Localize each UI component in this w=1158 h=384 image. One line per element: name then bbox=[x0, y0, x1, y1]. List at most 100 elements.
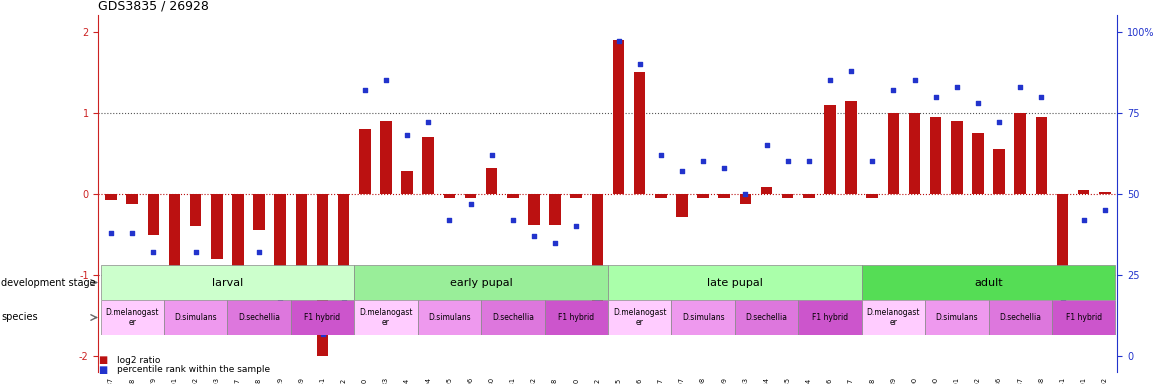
Point bbox=[292, 265, 310, 271]
Bar bbox=[718, 194, 730, 198]
Bar bbox=[1051, 300, 1115, 335]
Bar bbox=[190, 194, 201, 227]
Bar bbox=[925, 300, 989, 335]
Text: D.melanogast
er: D.melanogast er bbox=[359, 308, 412, 327]
Point bbox=[525, 233, 543, 239]
Text: D.melanogast
er: D.melanogast er bbox=[105, 308, 159, 327]
Text: development stage: development stage bbox=[1, 278, 96, 288]
Text: F1 hybrid: F1 hybrid bbox=[558, 313, 594, 322]
Text: ■: ■ bbox=[98, 356, 108, 366]
Point bbox=[567, 223, 586, 230]
Point bbox=[736, 191, 755, 197]
Text: F1 hybrid: F1 hybrid bbox=[1065, 313, 1101, 322]
Bar bbox=[1057, 194, 1069, 295]
Point bbox=[609, 38, 628, 45]
Bar bbox=[802, 194, 814, 198]
Point bbox=[714, 165, 733, 171]
Bar bbox=[528, 194, 540, 225]
Text: early pupal: early pupal bbox=[449, 278, 513, 288]
Text: percentile rank within the sample: percentile rank within the sample bbox=[117, 366, 270, 374]
Bar bbox=[254, 194, 265, 230]
Bar bbox=[972, 133, 984, 194]
Point bbox=[694, 158, 712, 164]
Bar bbox=[672, 300, 735, 335]
Point bbox=[778, 158, 797, 164]
Bar bbox=[1078, 190, 1090, 194]
Bar bbox=[481, 300, 544, 335]
Bar bbox=[862, 265, 1115, 300]
Bar bbox=[126, 194, 138, 204]
Point bbox=[673, 168, 691, 174]
Point bbox=[461, 200, 479, 207]
Text: adult: adult bbox=[974, 278, 1003, 288]
Bar bbox=[105, 194, 117, 200]
Point bbox=[504, 217, 522, 223]
Bar bbox=[354, 265, 608, 300]
Bar bbox=[697, 194, 709, 198]
Bar bbox=[909, 113, 921, 194]
Point bbox=[926, 93, 945, 99]
Point bbox=[947, 84, 966, 90]
Bar bbox=[633, 72, 645, 194]
Point bbox=[144, 249, 162, 255]
Text: D.simulans: D.simulans bbox=[175, 313, 217, 322]
Bar bbox=[994, 149, 1005, 194]
Text: ■: ■ bbox=[98, 365, 108, 375]
Bar bbox=[232, 194, 244, 279]
Text: log2 ratio: log2 ratio bbox=[117, 356, 160, 365]
Bar bbox=[486, 168, 498, 194]
Bar bbox=[211, 194, 222, 259]
Bar bbox=[798, 300, 862, 335]
Point bbox=[990, 119, 1009, 126]
Text: F1 hybrid: F1 hybrid bbox=[305, 313, 340, 322]
Bar bbox=[1014, 113, 1026, 194]
Point bbox=[842, 68, 860, 74]
Text: D.simulans: D.simulans bbox=[936, 313, 979, 322]
Point bbox=[1011, 84, 1029, 90]
Point bbox=[1054, 295, 1072, 301]
Bar bbox=[359, 129, 371, 194]
Text: D.simulans: D.simulans bbox=[682, 313, 725, 322]
Point bbox=[250, 249, 269, 255]
Point bbox=[440, 217, 459, 223]
Bar bbox=[613, 40, 624, 194]
Bar bbox=[164, 300, 227, 335]
Bar bbox=[507, 194, 519, 198]
Bar bbox=[989, 300, 1051, 335]
Text: D.sechellia: D.sechellia bbox=[999, 313, 1041, 322]
Point bbox=[356, 87, 374, 93]
Bar bbox=[1035, 117, 1047, 194]
Text: F1 hybrid: F1 hybrid bbox=[812, 313, 848, 322]
Point bbox=[588, 295, 607, 301]
Point bbox=[1032, 93, 1050, 99]
Point bbox=[821, 77, 840, 83]
Text: D.melanogast
er: D.melanogast er bbox=[866, 308, 921, 327]
Point bbox=[483, 152, 501, 158]
Bar bbox=[402, 171, 413, 194]
Point bbox=[335, 295, 353, 301]
Bar bbox=[676, 194, 688, 217]
Point bbox=[1095, 207, 1114, 213]
Text: D.sechellia: D.sechellia bbox=[746, 313, 787, 322]
Bar bbox=[291, 300, 354, 335]
Point bbox=[419, 119, 438, 126]
Bar bbox=[464, 194, 476, 198]
Bar bbox=[295, 194, 307, 275]
Bar bbox=[423, 137, 434, 194]
Bar bbox=[608, 265, 862, 300]
Point bbox=[906, 77, 924, 83]
Point bbox=[166, 282, 184, 288]
Bar bbox=[227, 300, 291, 335]
Text: D.sechellia: D.sechellia bbox=[239, 313, 280, 322]
Point bbox=[863, 158, 881, 164]
Point bbox=[271, 295, 290, 301]
Bar bbox=[444, 194, 455, 198]
Bar bbox=[862, 300, 925, 335]
Bar bbox=[761, 187, 772, 194]
Bar bbox=[866, 194, 878, 198]
Point bbox=[228, 265, 247, 271]
Bar bbox=[147, 194, 159, 235]
Bar bbox=[655, 194, 667, 198]
Bar bbox=[101, 300, 164, 335]
Bar bbox=[735, 300, 798, 335]
